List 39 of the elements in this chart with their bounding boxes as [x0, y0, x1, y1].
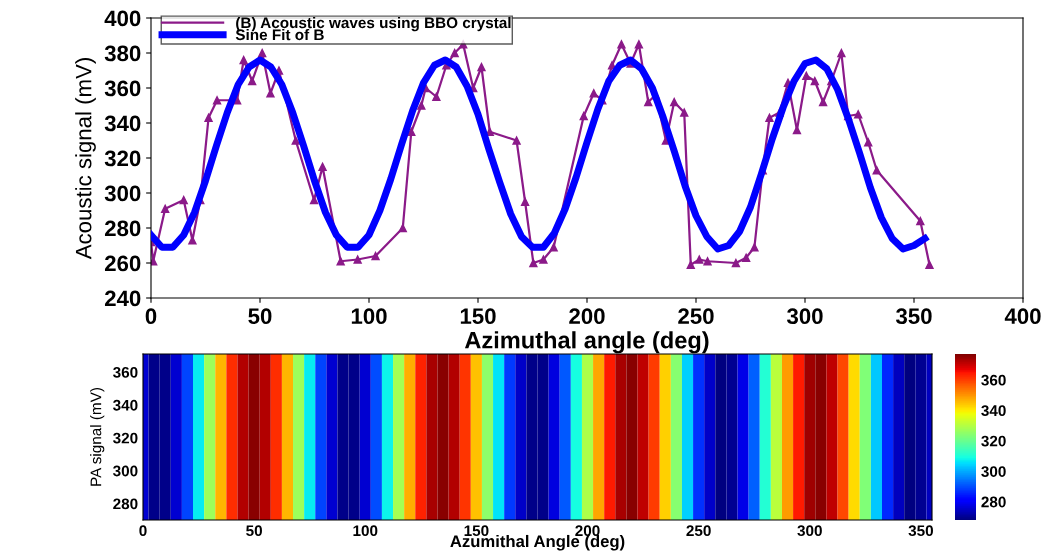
x-tick-label: 350: [908, 525, 934, 537]
x-tick-label: 250: [678, 308, 714, 325]
y-tick-label: 360: [104, 80, 141, 97]
color-bar-label: 340: [981, 405, 1006, 417]
x-tick-label: 350: [895, 308, 932, 325]
x-tick-label: 100: [351, 308, 387, 325]
x-tick-label: 150: [460, 308, 496, 325]
y-tick-label: 380: [104, 45, 141, 62]
color-bar-label: 300: [981, 466, 1006, 477]
x-tick-label: 300: [786, 308, 823, 325]
y-tick-label: 360: [113, 366, 138, 378]
y-axis-title: Acoustic signal (mV): [75, 58, 96, 260]
y-tick-label: 260: [104, 255, 141, 272]
x-tick-label: 200: [569, 308, 605, 325]
x-tick-label: 150: [464, 525, 489, 537]
x-tick-label: 0: [139, 525, 147, 537]
x-tick-label: 0: [145, 308, 157, 325]
x-tick-label: 200: [575, 525, 600, 537]
y-tick-label: 320: [113, 432, 138, 444]
x-tick-label: 250: [686, 525, 711, 537]
x-tick-label: 50: [248, 308, 272, 325]
x-axis-title: Azimuthal angle (deg): [464, 331, 709, 354]
y-tick-label: 300: [113, 465, 138, 477]
y-tick-label: 300: [104, 185, 141, 202]
y-tick-label: 400: [104, 10, 141, 27]
x-tick-label: 100: [353, 525, 378, 537]
y-tick-label: 340: [104, 115, 141, 132]
y-tick-label: 240: [104, 290, 141, 307]
y-tick-label: 280: [104, 220, 141, 237]
x-tick-label: 50: [246, 525, 262, 537]
color-bar-label: 280: [981, 496, 1006, 508]
color-bar-label: 320: [981, 435, 1006, 447]
y-tick-label: 280: [113, 498, 138, 510]
y-tick-label: 320: [104, 150, 141, 167]
y-tick-label: 340: [113, 399, 138, 411]
y-axis-title: PA signal (mV): [90, 387, 105, 486]
x-tick-label: 300: [797, 525, 822, 537]
x-tick-label: 400: [1004, 308, 1041, 325]
color-bar-label: 360: [981, 374, 1006, 386]
